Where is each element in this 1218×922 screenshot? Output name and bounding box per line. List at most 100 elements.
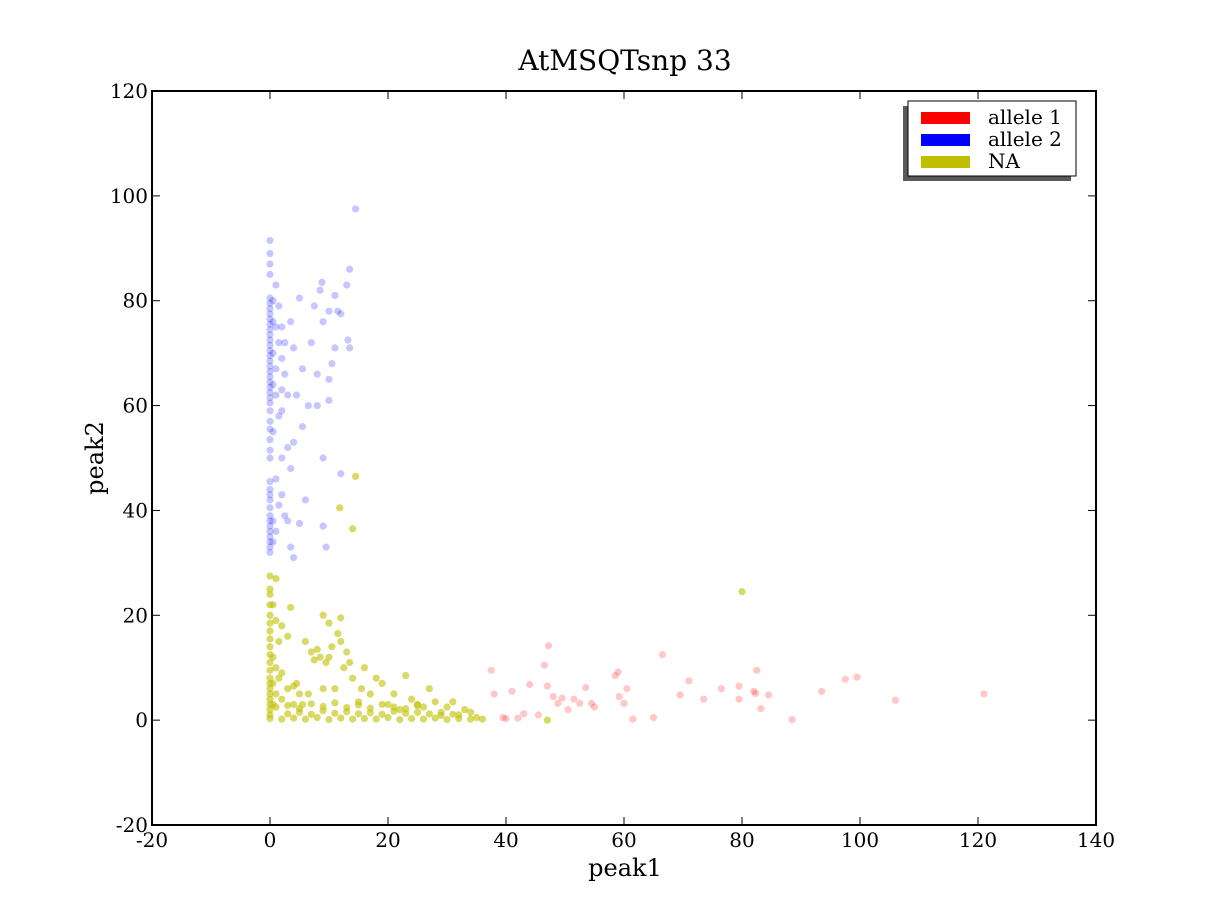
scatter-point bbox=[266, 454, 273, 461]
scatter-point bbox=[373, 675, 380, 682]
scatter-point bbox=[272, 475, 279, 482]
scatter-point bbox=[379, 701, 386, 708]
scatter-point bbox=[735, 696, 742, 703]
x-tick-label: 0 bbox=[264, 828, 277, 852]
scatter-point bbox=[269, 654, 276, 661]
scatter-point bbox=[408, 696, 415, 703]
scatter-point bbox=[320, 703, 327, 710]
y-tick-label: 60 bbox=[123, 394, 148, 418]
scatter-point bbox=[278, 407, 285, 414]
scatter-point bbox=[390, 703, 397, 710]
scatter-point bbox=[355, 701, 362, 708]
scatter-point bbox=[278, 323, 285, 330]
scatter-point bbox=[278, 622, 285, 629]
y-tick-label: 80 bbox=[123, 289, 148, 313]
scatter-point bbox=[570, 696, 577, 703]
scatter-point bbox=[266, 591, 273, 598]
scatter-point bbox=[269, 381, 276, 388]
scatter-point bbox=[269, 601, 276, 608]
scatter-point bbox=[343, 648, 350, 655]
scatter-point bbox=[284, 710, 291, 717]
scatter-point bbox=[331, 292, 338, 299]
scatter-point bbox=[320, 685, 327, 692]
scatter-point bbox=[892, 697, 899, 704]
scatter-point bbox=[284, 517, 291, 524]
scatter-point bbox=[544, 682, 551, 689]
scatter-point bbox=[735, 682, 742, 689]
scatter-point bbox=[281, 339, 288, 346]
scatter-point bbox=[302, 715, 309, 722]
scatter-point bbox=[650, 714, 657, 721]
y-tick-label: 120 bbox=[110, 79, 148, 103]
scatter-point bbox=[620, 700, 627, 707]
scatter-point bbox=[299, 423, 306, 430]
scatter-point bbox=[541, 661, 548, 668]
scatter-point bbox=[269, 350, 276, 357]
scatter-point bbox=[414, 702, 421, 709]
scatter-point bbox=[302, 496, 309, 503]
scatter-point bbox=[266, 447, 273, 454]
scatter-point bbox=[272, 365, 279, 372]
scatter-point bbox=[269, 680, 276, 687]
scatter-point bbox=[576, 700, 583, 707]
scatter-point bbox=[340, 664, 347, 671]
scatter-point bbox=[320, 523, 327, 530]
scatter-point bbox=[266, 271, 273, 278]
scatter-point bbox=[278, 491, 285, 498]
scatter-point bbox=[272, 528, 279, 535]
scatter-point bbox=[502, 715, 509, 722]
scatter-point bbox=[325, 716, 332, 723]
scatter-point bbox=[272, 617, 279, 624]
scatter-point bbox=[443, 703, 450, 710]
scatter-point bbox=[390, 690, 397, 697]
scatter-point bbox=[317, 654, 324, 661]
scatter-point bbox=[402, 705, 409, 712]
scatter-point bbox=[272, 664, 279, 671]
scatter-point bbox=[491, 690, 498, 697]
scatter-point bbox=[266, 715, 273, 722]
scatter-point bbox=[287, 544, 294, 551]
scatter-point bbox=[269, 297, 276, 304]
scatter-point bbox=[443, 716, 450, 723]
scatter-point bbox=[718, 685, 725, 692]
scatter-point bbox=[290, 344, 297, 351]
scatter-point bbox=[535, 711, 542, 718]
scatter-point bbox=[266, 635, 273, 642]
scatter-point bbox=[700, 696, 707, 703]
x-tick-label: 100 bbox=[841, 828, 879, 852]
legend-label: allele 1 bbox=[988, 105, 1062, 129]
scatter-point bbox=[278, 669, 285, 676]
scatter-point bbox=[266, 399, 273, 406]
scatter-point bbox=[269, 538, 276, 545]
scatter-point bbox=[272, 703, 279, 710]
scatter-point bbox=[331, 685, 338, 692]
y-tick-label: 0 bbox=[135, 708, 148, 732]
scatter-point bbox=[346, 659, 353, 666]
scatter-point bbox=[564, 706, 571, 713]
x-tick-label: 60 bbox=[611, 828, 636, 852]
scatter-point bbox=[269, 428, 276, 435]
scatter-point bbox=[308, 711, 315, 718]
scatter-point bbox=[314, 646, 321, 653]
scatter-point bbox=[290, 554, 297, 561]
scatter-point bbox=[337, 714, 344, 721]
scatter-point bbox=[526, 681, 533, 688]
scatter-point bbox=[290, 714, 297, 721]
scatter-point bbox=[361, 664, 368, 671]
scatter-point bbox=[753, 667, 760, 674]
scatter-point bbox=[449, 711, 456, 718]
scatter-point bbox=[325, 397, 332, 404]
scatter-point bbox=[320, 612, 327, 619]
scatter-point bbox=[293, 680, 300, 687]
scatter-point bbox=[414, 709, 421, 716]
scatter-point bbox=[361, 715, 368, 722]
scatter-point bbox=[284, 391, 291, 398]
scatter-point bbox=[272, 391, 279, 398]
y-tick-label: 40 bbox=[123, 498, 148, 522]
scatter-point bbox=[266, 643, 273, 650]
scatter-point bbox=[287, 318, 294, 325]
chart-title: AtMSQTsnp 33 bbox=[517, 44, 731, 77]
scatter-point bbox=[544, 717, 551, 724]
scatter-point bbox=[320, 318, 327, 325]
scatter-point bbox=[420, 715, 427, 722]
